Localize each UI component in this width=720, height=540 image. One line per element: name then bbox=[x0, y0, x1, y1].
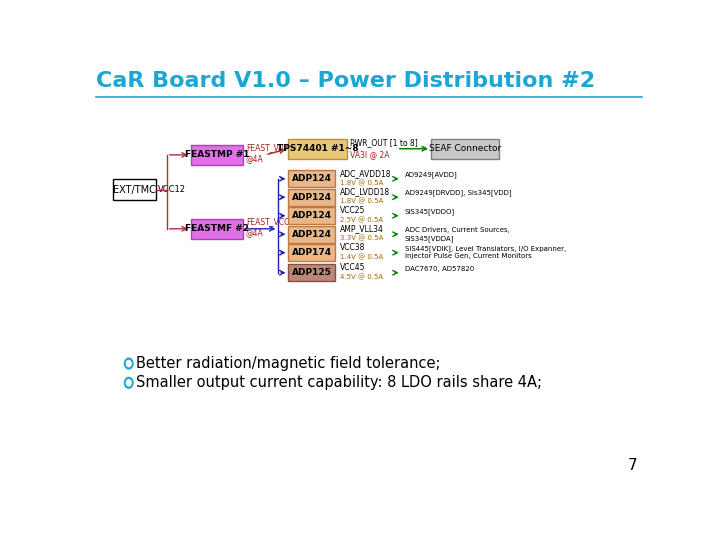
Text: Injector Pulse Gen, Current Monitors: Injector Pulse Gen, Current Monitors bbox=[405, 253, 531, 259]
Text: SIS345[VDDA]: SIS345[VDDA] bbox=[405, 235, 454, 242]
Ellipse shape bbox=[127, 380, 131, 386]
Text: ADP124: ADP124 bbox=[292, 193, 332, 202]
Text: DAC7670, AD57820: DAC7670, AD57820 bbox=[405, 266, 474, 272]
Text: ADP124: ADP124 bbox=[292, 230, 332, 239]
Text: AD9249[DRVDD], Sis345[VDD]: AD9249[DRVDD], Sis345[VDD] bbox=[405, 190, 511, 197]
Text: VCC38: VCC38 bbox=[340, 243, 365, 252]
Text: FEASTMF #2: FEASTMF #2 bbox=[185, 224, 249, 233]
Text: ADC_LVDD18: ADC_LVDD18 bbox=[340, 187, 390, 197]
Text: 1.8V @ 0.5A: 1.8V @ 0.5A bbox=[340, 198, 383, 205]
Text: 2.5V @ 0.5A: 2.5V @ 0.5A bbox=[340, 217, 382, 223]
Text: ADC Drivers, Current Sources,: ADC Drivers, Current Sources, bbox=[405, 227, 510, 233]
Text: VCC12: VCC12 bbox=[158, 185, 186, 194]
Text: Smaller output current capability: 8 LDO rails share 4A;: Smaller output current capability: 8 LDO… bbox=[137, 375, 542, 390]
Bar bbox=[289, 207, 335, 224]
Text: 7: 7 bbox=[628, 458, 637, 473]
Text: 1.4V @ 0.5A: 1.4V @ 0.5A bbox=[340, 253, 383, 260]
Text: 4.5V @ 0.5A: 4.5V @ 0.5A bbox=[340, 273, 382, 280]
Text: VCC25: VCC25 bbox=[340, 206, 365, 215]
Bar bbox=[431, 139, 499, 159]
Text: FEAST_VCC5
@4A: FEAST_VCC5 @4A bbox=[246, 217, 294, 237]
Text: Better radiation/magnetic field tolerance;: Better radiation/magnetic field toleranc… bbox=[137, 356, 441, 371]
Text: VA3I @ 2A: VA3I @ 2A bbox=[351, 150, 390, 159]
Text: AMP_VLL34: AMP_VLL34 bbox=[340, 225, 384, 233]
Bar bbox=[289, 226, 335, 242]
Text: SIS445[VDIK], Level Translators, I/O Expanner,: SIS445[VDIK], Level Translators, I/O Exp… bbox=[405, 245, 566, 252]
Ellipse shape bbox=[125, 377, 133, 388]
Text: 1.8V @ 0.5A: 1.8V @ 0.5A bbox=[340, 179, 383, 186]
Text: ADP125: ADP125 bbox=[292, 268, 332, 277]
Bar bbox=[289, 139, 347, 159]
Text: SEAF Connector: SEAF Connector bbox=[429, 144, 501, 153]
Text: FEASTMP #1: FEASTMP #1 bbox=[185, 150, 249, 159]
Text: PWR_OUT [1 to 8]: PWR_OUT [1 to 8] bbox=[351, 138, 418, 147]
Text: 3.3V @ 0.5A: 3.3V @ 0.5A bbox=[340, 235, 383, 241]
Text: TPS74401 #1~8: TPS74401 #1~8 bbox=[277, 144, 359, 153]
Bar bbox=[289, 170, 335, 187]
Text: CaR Board V1.0 – Power Distribution #2: CaR Board V1.0 – Power Distribution #2 bbox=[96, 71, 595, 91]
Bar bbox=[289, 264, 335, 281]
Text: ADP124: ADP124 bbox=[292, 211, 332, 220]
Bar bbox=[191, 219, 243, 239]
Bar bbox=[191, 145, 243, 165]
Bar bbox=[289, 189, 335, 206]
Text: FEAST_VPWR
@4A: FEAST_VPWR @4A bbox=[246, 143, 296, 164]
Ellipse shape bbox=[125, 358, 133, 369]
Ellipse shape bbox=[127, 361, 131, 367]
Bar bbox=[113, 179, 156, 200]
Text: ADP174: ADP174 bbox=[292, 248, 332, 257]
Text: AD9249[AVDD]: AD9249[AVDD] bbox=[405, 171, 457, 178]
Text: SIS345[VDDO]: SIS345[VDDO] bbox=[405, 208, 455, 215]
Text: EXT/TMC: EXT/TMC bbox=[113, 185, 156, 194]
Text: ADC_AVDD18: ADC_AVDD18 bbox=[340, 169, 391, 178]
Text: VCC45: VCC45 bbox=[340, 263, 365, 272]
Bar bbox=[289, 244, 335, 261]
Text: ADP124: ADP124 bbox=[292, 174, 332, 183]
